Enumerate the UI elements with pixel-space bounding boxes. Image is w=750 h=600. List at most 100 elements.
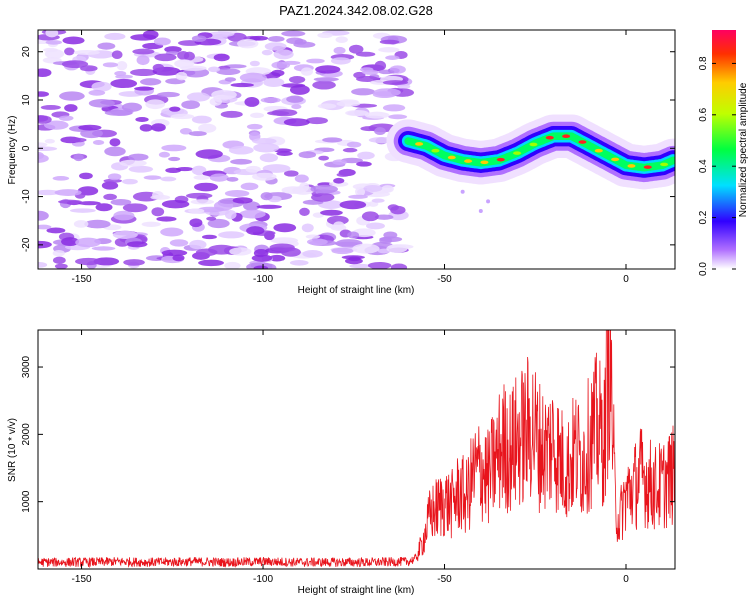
noise-cell [38,115,52,124]
stray-point [486,199,491,204]
noise-cell [174,59,195,68]
noise-cell [357,151,375,160]
x-tick-label: -50 [437,274,452,285]
noise-cell [57,199,83,204]
chart-title: PAZ1.2024.342.08.02.G28 [279,3,433,18]
noise-cell [246,226,265,236]
noise-cell [228,145,254,155]
noise-cell [249,35,269,41]
noise-cell [224,190,250,197]
noise-cell [299,182,310,192]
snr-frame [37,329,676,570]
x-tick-label: -150 [72,574,92,585]
noise-cell [260,192,273,201]
noise-cell [281,186,305,194]
signal-peak [660,162,669,167]
noise-cell [38,210,49,221]
noise-cell [181,100,201,110]
noise-cell [311,192,335,202]
y-tick-label: -10 [21,189,32,204]
noise-cell [348,256,361,262]
y-tick-label: 2000 [21,423,32,446]
noise-cell [317,32,333,39]
noise-cell [190,199,215,205]
noise-cell [381,185,394,193]
noise-cell [378,69,395,75]
noise-cell [252,137,277,145]
noise-cell [38,189,61,196]
noise-cell [128,153,149,161]
noise-cell [349,263,372,269]
noise-cell [175,71,188,81]
noise-cell [165,167,182,174]
colorbar-tick-label: 0.0 [698,262,709,276]
noise-cell [244,97,260,107]
noise-cell [104,109,133,116]
noise-cell [351,88,376,96]
noise-cell [240,182,259,191]
spectrogram-y-label: Frequency (Hz) [7,116,18,185]
noise-cell [54,263,68,269]
noise-cell [371,198,385,203]
noise-cell [348,194,368,199]
noise-cell [239,209,266,219]
x-tick-label: 0 [623,574,629,585]
noise-cell [38,142,48,147]
signal-peak [594,148,603,153]
noise-cell [298,151,317,159]
noise-cell [382,104,406,112]
colorbar: 0.0 0.2 0.4 0.6 0.8 Normalized spectral ampl… [698,30,749,276]
noise-cell [347,231,360,239]
noise-cell [312,80,336,90]
noise-cell [306,238,328,246]
noise-cell [172,254,185,262]
noise-cell [67,137,87,143]
signal-peak [431,148,440,153]
noise-cell [284,170,299,177]
stray-point [460,189,465,194]
noise-cell [326,215,349,225]
noise-cell [122,203,148,213]
noise-cell [75,257,102,266]
noise-cell [207,218,230,229]
noise-cell [157,91,180,98]
noise-cell [253,143,280,153]
noise-cell [64,104,78,112]
noise-cell [364,111,390,119]
noise-cell [78,201,101,206]
noise-cell [353,71,366,79]
noise-cell [46,227,66,234]
noise-cell [209,173,229,182]
noise-cell [224,77,237,82]
noise-cell [43,47,59,53]
noise-cell [250,112,265,118]
noise-cell [73,153,84,162]
noise-cell [253,265,269,269]
snr-panel: -150 -100 -50 0 1000 2000 3000 Height of strai… [7,329,676,596]
y-tick-label: 10 [21,94,32,106]
noise-cell [271,61,291,69]
noise-cell [161,144,187,152]
noise-cell [305,234,321,239]
noise-cell [84,219,111,229]
noise-cell [339,200,367,210]
spectrogram-frame [37,29,676,270]
noise-cell [317,103,337,109]
noise-cell [110,78,138,89]
noise-cell [160,227,184,237]
noise-cell [38,262,48,268]
noise-cell [379,237,393,244]
colorbar-label: Normalized spectral amplitude [738,82,749,217]
noise-cell [179,128,192,135]
noise-cell [152,191,164,199]
noise-cell [161,249,188,257]
colorbar-tick-label: 0.6 [698,107,709,121]
noise-cell [186,92,210,102]
y-tick-label: 3000 [21,355,32,378]
noise-cell [104,146,126,157]
noise-cell [169,106,181,112]
noise-cell [38,154,49,163]
noise-cell [322,137,343,143]
noise-cell [143,175,162,180]
